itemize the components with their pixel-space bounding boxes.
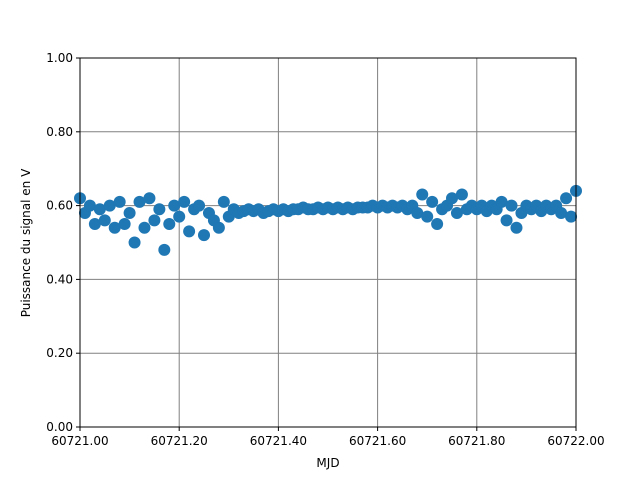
- data-point: [103, 199, 116, 212]
- data-point: [163, 218, 176, 231]
- data-point: [178, 195, 191, 208]
- data-point: [128, 236, 141, 249]
- data-point: [118, 218, 131, 231]
- y-tick-label: 0.00: [46, 420, 73, 434]
- y-tick-label: 0.20: [46, 346, 73, 360]
- x-tick-label: 60721.40: [250, 434, 307, 448]
- data-point: [565, 210, 578, 223]
- data-point: [168, 199, 181, 212]
- x-tick-label: 60721.00: [51, 434, 108, 448]
- x-tick-label: 60722.00: [547, 434, 604, 448]
- x-tick-label: 60721.80: [448, 434, 505, 448]
- data-point: [148, 214, 161, 227]
- y-tick-label: 0.60: [46, 199, 73, 213]
- data-point: [455, 188, 468, 201]
- data-point: [416, 188, 429, 201]
- x-tick-label: 60721.60: [349, 434, 406, 448]
- data-point: [83, 199, 96, 212]
- data-point: [153, 203, 166, 216]
- data-point: [158, 243, 171, 256]
- data-point: [560, 192, 573, 205]
- y-tick-label: 1.00: [46, 51, 73, 65]
- y-tick-label: 0.80: [46, 125, 73, 139]
- data-point: [555, 206, 568, 219]
- data-point: [431, 218, 444, 231]
- data-point: [193, 199, 206, 212]
- data-point: [500, 214, 513, 227]
- data-point: [98, 214, 111, 227]
- data-point: [93, 203, 106, 216]
- data-point: [446, 192, 458, 205]
- data-point: [505, 199, 518, 212]
- data-point: [113, 195, 126, 208]
- y-axis-label: Puissance du signal en V: [19, 168, 33, 317]
- data-point: [123, 206, 136, 219]
- data-point: [510, 221, 523, 234]
- data-point: [212, 221, 225, 234]
- data-point: [143, 192, 156, 205]
- data-point: [217, 195, 230, 208]
- data-point: [173, 210, 186, 223]
- data-point: [88, 218, 101, 231]
- data-point: [198, 229, 210, 242]
- data-point: [183, 225, 196, 238]
- data-point: [421, 210, 434, 223]
- x-tick-label: 60721.20: [151, 434, 208, 448]
- plot-frame: [79, 57, 577, 428]
- data-point: [411, 206, 424, 219]
- data-point: [108, 221, 121, 234]
- data-point: [450, 206, 463, 219]
- y-tick-label: 0.40: [46, 272, 73, 286]
- data-point: [426, 195, 439, 208]
- data-point: [138, 221, 151, 234]
- data-point: [495, 195, 508, 208]
- data-point: [133, 195, 146, 208]
- x-axis-label: MJD: [316, 456, 339, 470]
